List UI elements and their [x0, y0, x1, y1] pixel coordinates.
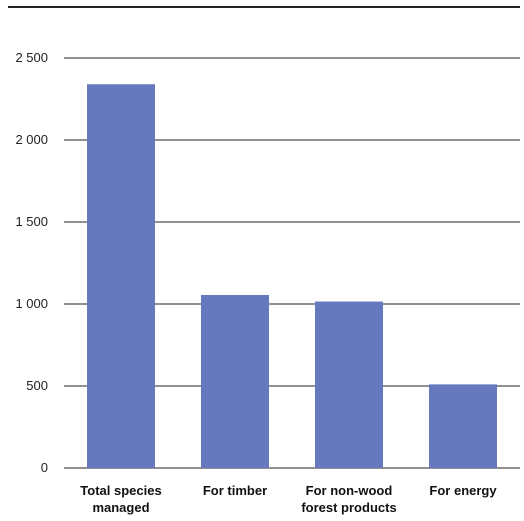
x-category-label-line: For energy	[429, 483, 497, 498]
top-rule	[8, 6, 520, 8]
x-category-label-line: Total species	[80, 483, 162, 498]
bar	[429, 384, 497, 468]
y-tick-label: 1 500	[15, 214, 48, 229]
x-category-label-line: managed	[92, 500, 150, 515]
y-tick-label: 2 000	[15, 132, 48, 147]
y-tick-label: 2 500	[15, 50, 48, 65]
x-category-label: For timber	[180, 482, 290, 499]
y-tick-label: 1 000	[15, 296, 48, 311]
x-category-label: For non-wood forest products	[294, 482, 404, 516]
x-category-label: Total species managed	[66, 482, 176, 516]
bar	[201, 294, 269, 468]
bar	[87, 84, 155, 469]
x-category-label: For energy	[408, 482, 518, 499]
y-tick-label: 500	[26, 378, 48, 393]
bar	[315, 301, 383, 468]
x-category-label-line: For timber	[202, 483, 268, 498]
x-category-label-line: For non-wood	[305, 483, 393, 498]
x-category-label-line: forest products	[301, 500, 397, 515]
y-tick-label: 0	[40, 460, 48, 475]
